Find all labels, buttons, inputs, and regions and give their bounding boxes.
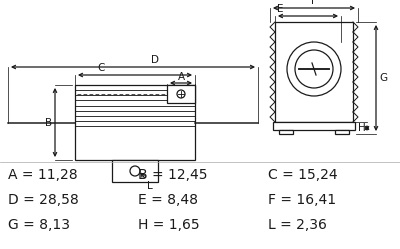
- Text: B: B: [45, 118, 52, 127]
- Circle shape: [287, 42, 341, 96]
- Text: G = 8,13: G = 8,13: [8, 218, 70, 232]
- Text: L = 2,36: L = 2,36: [268, 218, 327, 232]
- Text: C: C: [98, 63, 105, 73]
- Text: A = 11,28: A = 11,28: [8, 168, 78, 182]
- Bar: [167, 85, 195, 103]
- Text: D = 28,58: D = 28,58: [8, 193, 79, 207]
- Bar: [275, 22, 353, 122]
- Text: G: G: [379, 73, 387, 83]
- Text: F = 16,41: F = 16,41: [268, 193, 336, 207]
- Bar: [75, 85, 195, 160]
- Text: E = 8,48: E = 8,48: [138, 193, 198, 207]
- Bar: [112, 160, 158, 182]
- Text: H = 1,65: H = 1,65: [138, 218, 200, 232]
- Bar: [279, 130, 293, 134]
- Text: H: H: [358, 123, 366, 133]
- Text: D: D: [151, 55, 159, 65]
- Text: E: E: [277, 4, 284, 14]
- Text: B = 12,45: B = 12,45: [138, 168, 208, 182]
- Text: L: L: [147, 181, 153, 191]
- Circle shape: [177, 90, 185, 98]
- Text: F: F: [311, 0, 317, 6]
- Text: A: A: [178, 72, 184, 82]
- Circle shape: [130, 166, 140, 176]
- Circle shape: [295, 50, 333, 88]
- Text: C = 15,24: C = 15,24: [268, 168, 338, 182]
- Bar: [273, 122, 355, 130]
- Bar: [335, 130, 349, 134]
